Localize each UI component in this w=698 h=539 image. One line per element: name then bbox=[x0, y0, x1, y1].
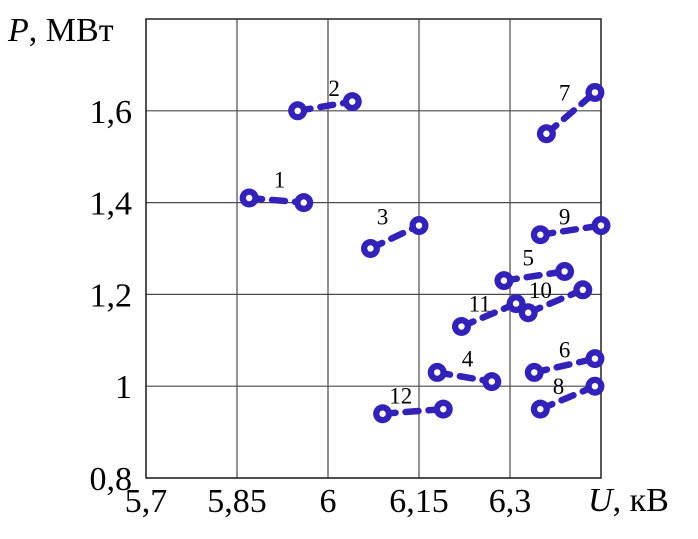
x-axis-unit: , кВ bbox=[612, 482, 669, 519]
x-axis-variable: U bbox=[588, 482, 613, 519]
x-tick-label: 6,3 bbox=[489, 483, 532, 520]
series-dashed-segment bbox=[543, 89, 599, 137]
y-tick-label: 1 bbox=[115, 369, 132, 406]
series-number-label: 10 bbox=[529, 278, 552, 303]
y-axis-title: P, МВт bbox=[8, 14, 114, 48]
data-point-hole bbox=[531, 369, 538, 376]
data-point-hole bbox=[512, 300, 520, 307]
data-point-hole bbox=[458, 323, 465, 330]
x-tick-label: 6 bbox=[320, 483, 337, 520]
data-point-hole bbox=[591, 355, 599, 362]
series-number-label: 11 bbox=[469, 292, 491, 317]
series-number-label: 8 bbox=[553, 374, 565, 399]
series-dashed-segment bbox=[458, 300, 520, 330]
x-tick-label: 5,7 bbox=[125, 483, 168, 520]
data-point-hole bbox=[525, 309, 532, 316]
data-point-hole bbox=[294, 107, 301, 115]
data-point-hole bbox=[500, 277, 508, 284]
y-tick-label: 1,4 bbox=[90, 186, 133, 223]
series-dashed-segment bbox=[537, 382, 599, 413]
series-number-label: 2 bbox=[328, 76, 340, 101]
data-point-hole bbox=[245, 194, 253, 202]
x-tick-label: 6,15 bbox=[389, 483, 449, 520]
x-axis-title: U, кВ bbox=[588, 484, 669, 518]
series-number-label: 5 bbox=[522, 246, 534, 271]
x-tick-label: 5,85 bbox=[207, 483, 267, 520]
series-dashed-segment bbox=[531, 355, 599, 376]
y-tick-label: 0,8 bbox=[90, 461, 133, 498]
data-point-hole bbox=[434, 369, 441, 376]
data-point-hole bbox=[415, 222, 423, 229]
data-point-hole bbox=[349, 98, 356, 105]
series-dashed-segment bbox=[524, 286, 587, 317]
series-number-label: 12 bbox=[389, 383, 412, 408]
series-dashed-segment bbox=[500, 268, 568, 284]
data-point-hole bbox=[537, 405, 544, 413]
plot-border bbox=[145, 18, 602, 479]
series-number-label: 7 bbox=[559, 80, 571, 105]
series-number-label: 9 bbox=[559, 204, 571, 229]
data-point-hole bbox=[591, 383, 599, 390]
series-number-label: 1 bbox=[274, 168, 286, 193]
y-axis-unit: , МВт bbox=[28, 12, 114, 49]
series-dashed-segment bbox=[537, 222, 605, 238]
data-point-hole bbox=[543, 130, 550, 137]
data-point-hole bbox=[597, 222, 605, 229]
series-number-label: 4 bbox=[462, 347, 474, 372]
data-point-hole bbox=[579, 286, 586, 294]
y-tick-label: 1,2 bbox=[90, 277, 133, 314]
series-number-label: 6 bbox=[559, 337, 571, 362]
y-axis-variable: P bbox=[8, 12, 29, 49]
data-point-hole bbox=[300, 199, 307, 206]
series-number-label: 3 bbox=[377, 204, 389, 229]
y-tick-label: 1,6 bbox=[90, 94, 133, 131]
data-point-hole bbox=[561, 268, 568, 275]
data-point-hole bbox=[537, 231, 544, 238]
data-point-hole bbox=[367, 245, 374, 252]
data-point-hole bbox=[591, 89, 599, 96]
data-point-hole bbox=[379, 410, 386, 417]
data-point-hole bbox=[440, 405, 447, 413]
series-dashed-segment bbox=[379, 405, 447, 417]
data-point-hole bbox=[488, 378, 495, 385]
